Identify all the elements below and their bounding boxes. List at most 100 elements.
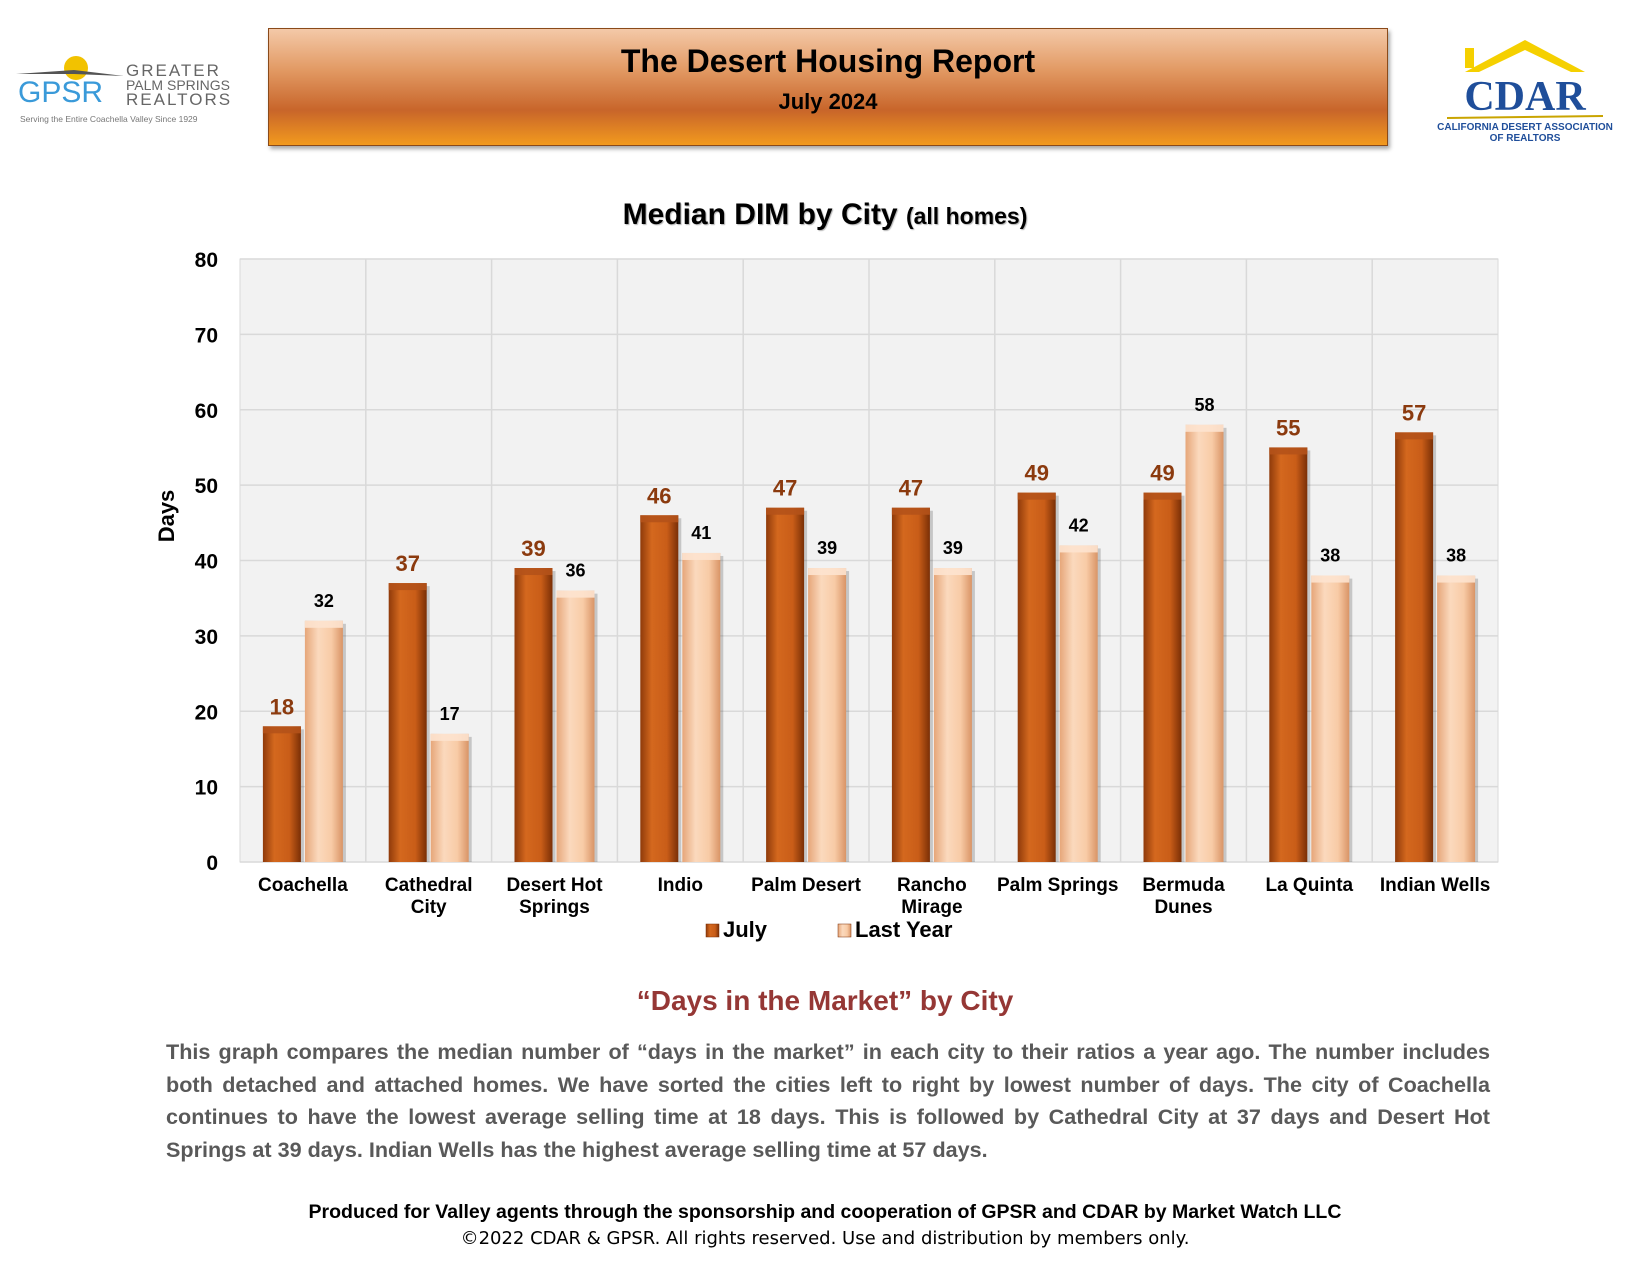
bar-july [1017,492,1056,862]
cdar-line1: CALIFORNIA DESERT ASSOCIATION [1437,122,1613,133]
bar-cap [1395,432,1434,440]
y-tick-label: 50 [195,475,218,498]
data-label-last-year: 39 [817,538,837,558]
legend-label-july: July [723,917,768,942]
data-label-last-year: 41 [691,523,711,543]
bar-chart: 0 10 20 30 40 50 60 70 80 18 32 37 17 39 36 46 41 47 39 47… [154,249,1499,942]
x-tick-label: Coachella [258,875,348,896]
cdar-line2: OF REALTORS [1490,133,1561,144]
data-label-july: 49 [1024,461,1048,486]
bar-july [388,583,427,862]
data-label-july: 57 [1402,400,1426,425]
data-label-july: 49 [1150,461,1174,486]
bar-cap [1311,575,1350,583]
description-paragraph: This graph compares the median number of… [166,1039,1490,1162]
bar-july [1143,492,1182,862]
x-tick-label: Desert Hot [506,875,603,896]
x-tick-label: Indio [658,875,703,896]
bar-cap [766,507,805,515]
gpsr-line1: GREATER [126,61,221,80]
chart-title-suffix: (all homes) [905,203,1028,229]
bar-july [1395,432,1434,862]
data-label-july: 47 [899,476,923,501]
gpsr-tagline: Serving the Entire Coachella Valley Sinc… [20,114,198,124]
data-label-july: 55 [1276,415,1300,440]
x-tick-label: Bermuda [1142,875,1225,896]
chart-title: Median DIM by City (all homes) [0,198,1650,232]
bar-july [514,568,553,862]
bar-last-year [430,733,469,862]
data-label-july: 37 [395,551,419,576]
footer-credit: Produced for Valley agents through the s… [308,1201,1342,1223]
report-date: July 2024 [778,89,878,114]
legend: July Last Year [705,917,953,942]
y-axis-title: Days [154,490,179,543]
bar-cap [808,568,847,576]
x-tick-label: La Quinta [1265,875,1353,896]
data-label-last-year: 38 [1446,546,1466,566]
x-tick-label: Palm Desert [751,875,862,896]
bar-last-year [682,552,721,862]
report-banner: The Desert Housing Report July 2024 [268,28,1388,146]
y-tick-label: 20 [195,701,218,724]
data-label-july: 47 [773,476,797,501]
bar-cap [514,568,553,576]
bar-cap [933,568,972,576]
legend-label-last-year: Last Year [855,917,953,942]
bar-last-year [1437,575,1476,862]
bar-series: 18 32 37 17 39 36 46 41 47 39 47 39 49 42 49 58 55 38 57 38 [262,395,1479,862]
gpsr-line2: PALM SPRINGS [126,77,230,93]
bar-cap [1143,492,1182,500]
bar-cap [430,733,469,741]
report-title: The Desert Housing Report [620,43,1036,79]
data-label-last-year: 17 [440,704,460,724]
chimney-icon [1465,48,1474,68]
house-roof-icon [1465,40,1585,72]
gpsr-mark: GPSR [18,76,103,109]
data-label-july: 18 [270,694,294,719]
bar-last-year [933,568,972,862]
bar-last-year [808,568,847,862]
bar-cap [1269,447,1308,455]
data-label-last-year: 38 [1320,546,1340,566]
bar-cap [388,583,427,591]
chart-title-main: Median DIM by City [622,198,898,231]
gpsr-line3: REALTORS [126,90,232,109]
section-heading: “Days in the Market” by City [636,985,1014,1016]
bar-cap [1437,575,1476,583]
bar-cap [891,507,930,515]
bar-last-year [556,590,595,862]
data-label-july: 39 [521,536,545,561]
y-tick-label: 0 [206,852,218,875]
bar-last-year [1311,575,1350,862]
bar-cap [1017,492,1056,500]
y-tick-label: 30 [195,626,218,649]
y-tick-label: 80 [195,249,218,272]
bar-july [891,507,930,862]
y-axis: 0 10 20 30 40 50 60 70 80 [195,249,218,875]
x-tick-label: Dunes [1154,897,1212,918]
x-tick-label: Mirage [901,897,962,918]
underline-swoosh [1446,115,1604,119]
bar-cap [262,726,301,734]
data-label-last-year: 32 [314,591,334,611]
y-tick-label: 70 [195,324,218,347]
bar-last-year [1185,424,1224,862]
bar-cap [556,590,595,598]
x-tick-label: Palm Springs [997,875,1118,896]
x-tick-label: Springs [519,897,590,918]
x-tick-label: Indian Wells [1380,875,1491,896]
bar-cap [682,552,721,560]
data-label-last-year: 42 [1069,515,1089,535]
gpsr-logo: GPSR GREATER PALM SPRINGS REALTORS Servi… [16,56,232,124]
y-tick-label: 60 [195,400,218,423]
data-label-last-year: 58 [1194,395,1214,415]
x-tick-label: City [411,897,447,918]
x-tick-label: Cathedral [385,875,473,896]
bar-last-year [1059,545,1098,862]
legend-swatch-last-year [837,923,852,938]
roof-icon [16,70,124,76]
data-label-last-year: 36 [565,561,585,581]
cdar-mark: CDAR [1464,74,1586,120]
